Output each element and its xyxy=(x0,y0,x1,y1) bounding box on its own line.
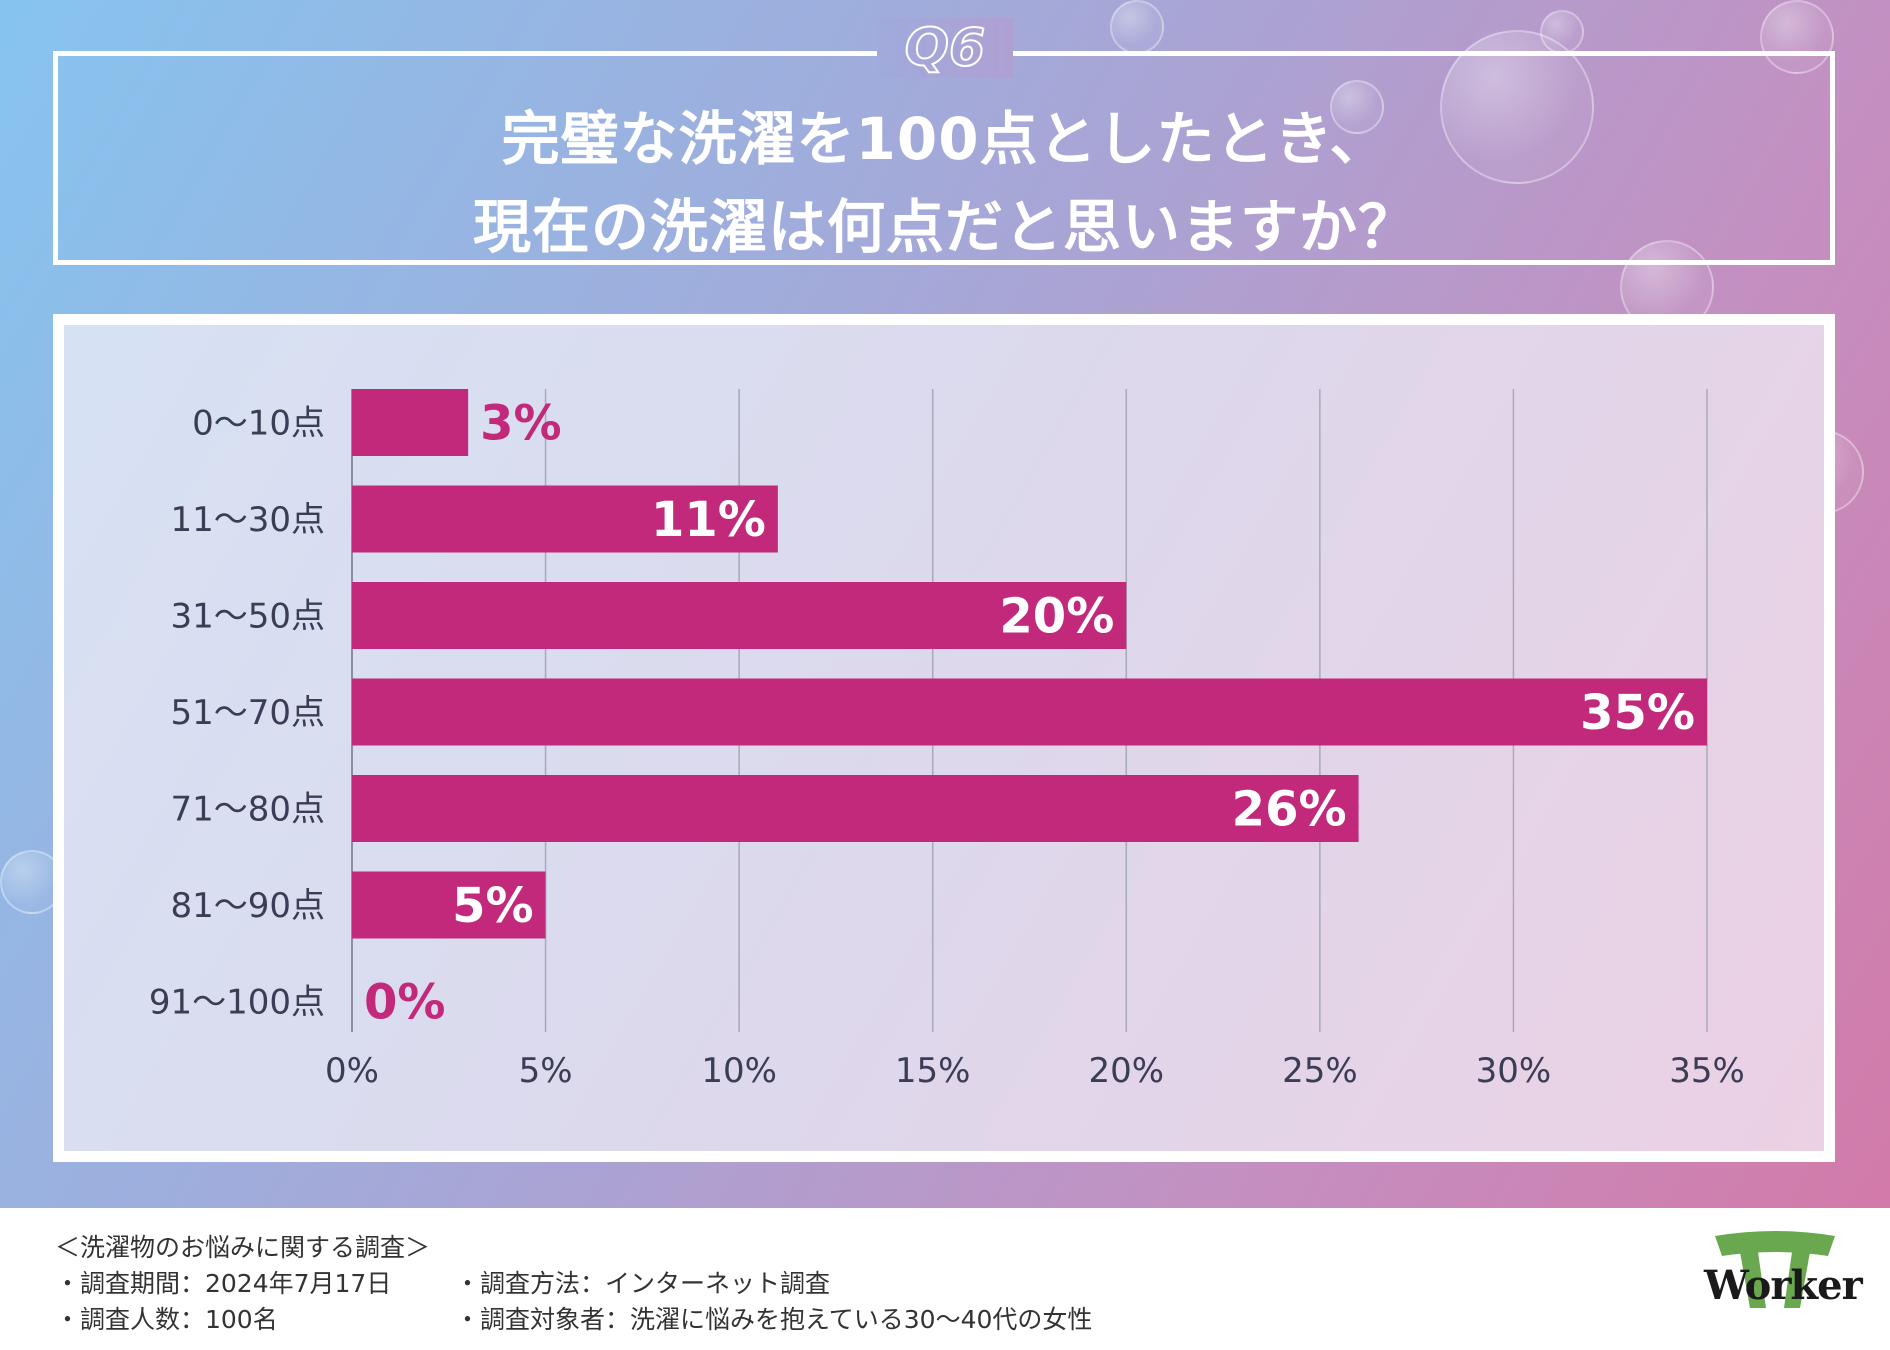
footer: ＜洗濯物のお悩みに関する調査＞ ・調査期間：2024年7月17日 ・調査人数：1… xyxy=(0,1208,1890,1350)
data-label: 20% xyxy=(999,589,1114,645)
category-label: 51〜70点 xyxy=(170,693,325,733)
decorative-bubble xyxy=(1760,0,1834,74)
bar xyxy=(352,389,469,456)
category-label: 91〜100点 xyxy=(149,983,325,1023)
bar-chart: 0% 5% 10% 15% 20% 25% 30% 35%0〜10点 3%11〜30点 11%31… xyxy=(149,389,1745,1091)
worker-logo-icon xyxy=(1715,1231,1835,1308)
question-title-line1: 完璧な洗濯を100点としたとき、 xyxy=(501,105,1389,173)
bar xyxy=(352,485,778,553)
data-label: 5% xyxy=(452,878,534,934)
data-label: 3% xyxy=(480,396,561,452)
decorative-bubble xyxy=(1540,10,1584,54)
bar xyxy=(352,678,1707,746)
x-tick-label: 35% xyxy=(1669,1051,1745,1091)
question-title-line2: 現在の洗濯は何点だと思いますか？ xyxy=(472,193,1417,261)
data-label: 11% xyxy=(651,492,766,548)
x-tick-label: 30% xyxy=(1476,1051,1552,1091)
survey-target: ・調査対象者：洗濯に悩みを抱えている30〜40代の女性 xyxy=(455,1305,1093,1334)
category-label: 0〜10点 xyxy=(192,404,325,444)
bar xyxy=(352,775,1359,842)
category-label: 11〜30点 xyxy=(170,500,325,540)
survey-count: ・調査人数：100名 xyxy=(55,1305,278,1334)
survey-method: ・調査方法：インターネット調査 xyxy=(455,1269,831,1298)
data-label: 26% xyxy=(1232,782,1347,838)
x-tick-label: 20% xyxy=(1088,1051,1164,1091)
logo-text: Worker xyxy=(1704,1262,1863,1309)
category-label: 31〜50点 xyxy=(170,597,325,637)
survey-title: ＜洗濯物のお悩みに関する調査＞ xyxy=(55,1233,431,1262)
x-tick-label: 10% xyxy=(701,1051,777,1091)
bar xyxy=(352,871,546,939)
category-label: 81〜90点 xyxy=(170,886,325,926)
decorative-bubble xyxy=(1330,80,1384,134)
x-tick-label: 0% xyxy=(325,1051,379,1091)
x-tick-label: 25% xyxy=(1282,1051,1358,1091)
category-label: 71〜80点 xyxy=(170,790,325,830)
x-tick-label: 5% xyxy=(519,1051,573,1091)
data-label: 0% xyxy=(364,975,446,1031)
survey-period: ・調査期間：2024年7月17日 xyxy=(55,1269,392,1298)
question-label: Q6 xyxy=(0,17,1890,79)
bar xyxy=(352,582,1127,649)
data-label: 35% xyxy=(1580,685,1695,741)
x-tick-label: 15% xyxy=(895,1051,971,1091)
